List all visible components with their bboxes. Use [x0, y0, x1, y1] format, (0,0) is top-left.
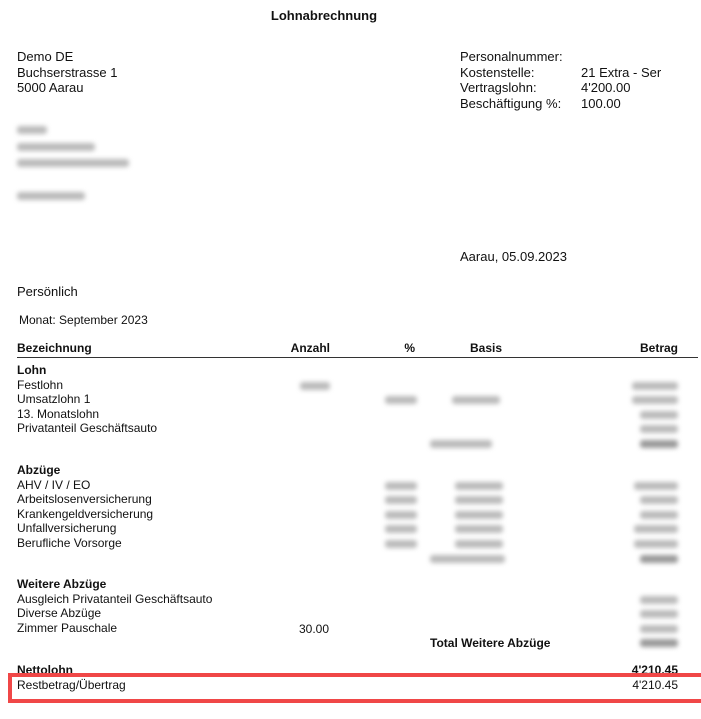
table-row-label: Berufliche Vorsorge — [17, 536, 122, 550]
redacted-value — [385, 396, 417, 405]
info-value-vertragslohn: 4'200.00 — [581, 80, 631, 95]
redacted-value — [632, 396, 678, 405]
highlight-box — [8, 673, 701, 703]
month-label: Monat: September 2023 — [19, 313, 148, 327]
info-value-kostenstelle: 21 Extra - Ser — [581, 65, 662, 80]
total-weitere-abzuege-label: Total Weitere Abzüge — [430, 636, 551, 650]
table-row-label: Krankengeldversicherung — [17, 506, 154, 521]
group-title: Abzüge — [17, 463, 61, 477]
redacted-value — [640, 496, 678, 505]
redacted-value — [385, 525, 417, 534]
info-label-personalnummer: Personalnummer: — [460, 49, 563, 64]
table-row-label: Arbeitslosenversicherung — [17, 492, 152, 507]
table-row-label: 13. Monatslohn — [17, 406, 100, 421]
table-row-label: Ausgleich Privatanteil Geschäftsauto — [17, 591, 213, 606]
header-divider — [17, 357, 698, 358]
company-city: 5000 Aarau — [17, 80, 84, 95]
col-betrag: Betrag — [639, 341, 678, 355]
info-label-beschaeftigung: Beschäftigung %: — [460, 96, 562, 111]
info-label-kostenstelle: Kostenstelle: — [460, 65, 535, 80]
redacted-value — [640, 425, 678, 434]
redacted-value — [385, 510, 417, 519]
redacted-value — [634, 525, 678, 534]
section-title: Persönlich — [17, 284, 78, 299]
redacted-value — [455, 496, 503, 505]
redacted-total — [640, 440, 678, 448]
restbetrag-value: 4'210.45 — [632, 678, 678, 692]
col-prozent: % — [404, 341, 415, 355]
redacted-value — [455, 481, 503, 490]
table-row-label: Privatanteil Geschäftsauto — [17, 421, 158, 436]
info-value-beschaeftigung: 100.00 — [581, 96, 621, 111]
redacted-value — [640, 624, 678, 633]
place-date: Aarau, 05.09.2023 — [460, 249, 567, 264]
redacted-value — [634, 540, 678, 548]
company-street: Buchserstrasse 1 — [17, 65, 118, 80]
redacted-value — [300, 381, 330, 390]
company-name: Demo DE — [17, 49, 74, 64]
group-title: Weitere Abzüge — [17, 577, 107, 591]
redacted-value — [640, 610, 678, 619]
redacted-value — [632, 381, 678, 390]
zimmer-anzahl: 30.00 — [298, 622, 329, 636]
group-title: Lohn — [17, 363, 47, 377]
table-row-label: Festlohn — [17, 377, 64, 392]
redacted-total-label — [430, 554, 505, 563]
table-row-label: Zimmer Pauschale — [17, 620, 118, 635]
table-row-label: Umsatzlohn 1 — [17, 392, 91, 407]
col-anzahl: Anzahl — [290, 341, 330, 355]
redacted-total — [640, 639, 678, 648]
redacted-value — [640, 410, 678, 419]
redacted-value — [640, 595, 678, 604]
restbetrag-label: Restbetrag/Übertrag — [17, 678, 126, 692]
redacted-value — [452, 396, 500, 405]
table-row-label: AHV / IV / EO — [17, 477, 91, 492]
col-bezeichnung: Bezeichnung — [17, 341, 92, 355]
redacted-value — [385, 540, 417, 548]
redacted-total-label — [430, 440, 492, 448]
redacted-value — [385, 481, 417, 490]
redacted-value — [455, 510, 503, 519]
redacted-value — [455, 525, 503, 534]
col-basis: Basis — [470, 341, 503, 355]
page-title: Lohnabrechnung — [270, 8, 378, 23]
redacted-value — [455, 540, 503, 548]
redacted-total — [640, 554, 678, 563]
redacted-value — [385, 496, 417, 505]
redacted-value — [634, 481, 678, 490]
table-row-label: Diverse Abzüge — [17, 606, 102, 621]
redacted-value — [640, 510, 678, 519]
table-row-label: Unfallversicherung — [17, 521, 117, 536]
info-label-vertragslohn: Vertragslohn: — [460, 80, 537, 95]
